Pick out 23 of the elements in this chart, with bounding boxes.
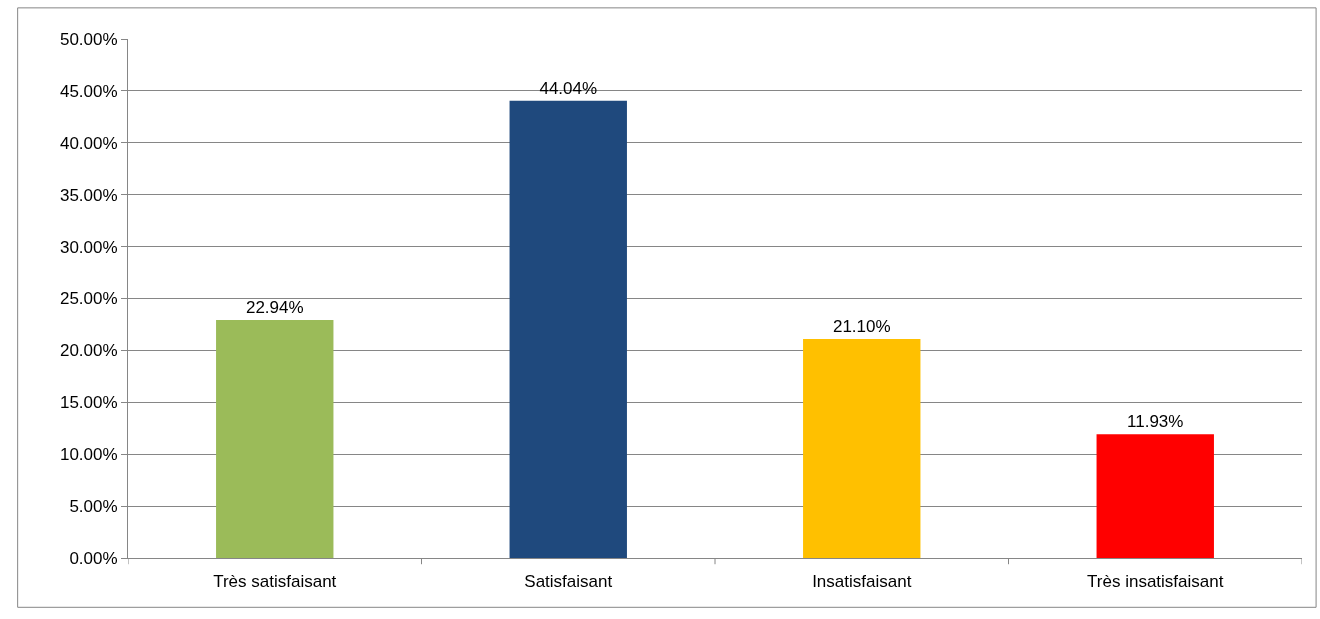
- data-label: 21.10%: [832, 316, 891, 336]
- y-tick-label: 5.00%: [69, 497, 118, 517]
- bar: [509, 100, 627, 558]
- x-tick-label: Satisfaisant: [524, 572, 613, 592]
- y-tick-label: 25.00%: [59, 289, 118, 309]
- x-tick-label: Très satisfaisant: [213, 572, 337, 592]
- bar: [803, 338, 921, 558]
- y-tick-label: 40.00%: [59, 133, 118, 153]
- bar: [216, 319, 334, 558]
- y-tick-label: 45.00%: [59, 81, 118, 101]
- y-tick-label: 15.00%: [59, 393, 118, 413]
- data-label: 22.94%: [245, 297, 304, 317]
- y-tick-label: 10.00%: [59, 445, 118, 465]
- data-label: 11.93%: [1127, 412, 1184, 432]
- bar: [1096, 434, 1214, 558]
- x-tick-label: Très insatisfaisant: [1087, 572, 1224, 592]
- y-tick-label: 35.00%: [59, 185, 118, 205]
- x-tick-label: Insatisfaisant: [812, 572, 912, 592]
- y-tick-label: 20.00%: [59, 341, 118, 361]
- data-label: 44.04%: [539, 78, 598, 98]
- y-tick-label: 0.00%: [69, 548, 118, 568]
- y-tick-label: 30.00%: [59, 237, 118, 257]
- y-tick-label: 50.00%: [59, 29, 118, 49]
